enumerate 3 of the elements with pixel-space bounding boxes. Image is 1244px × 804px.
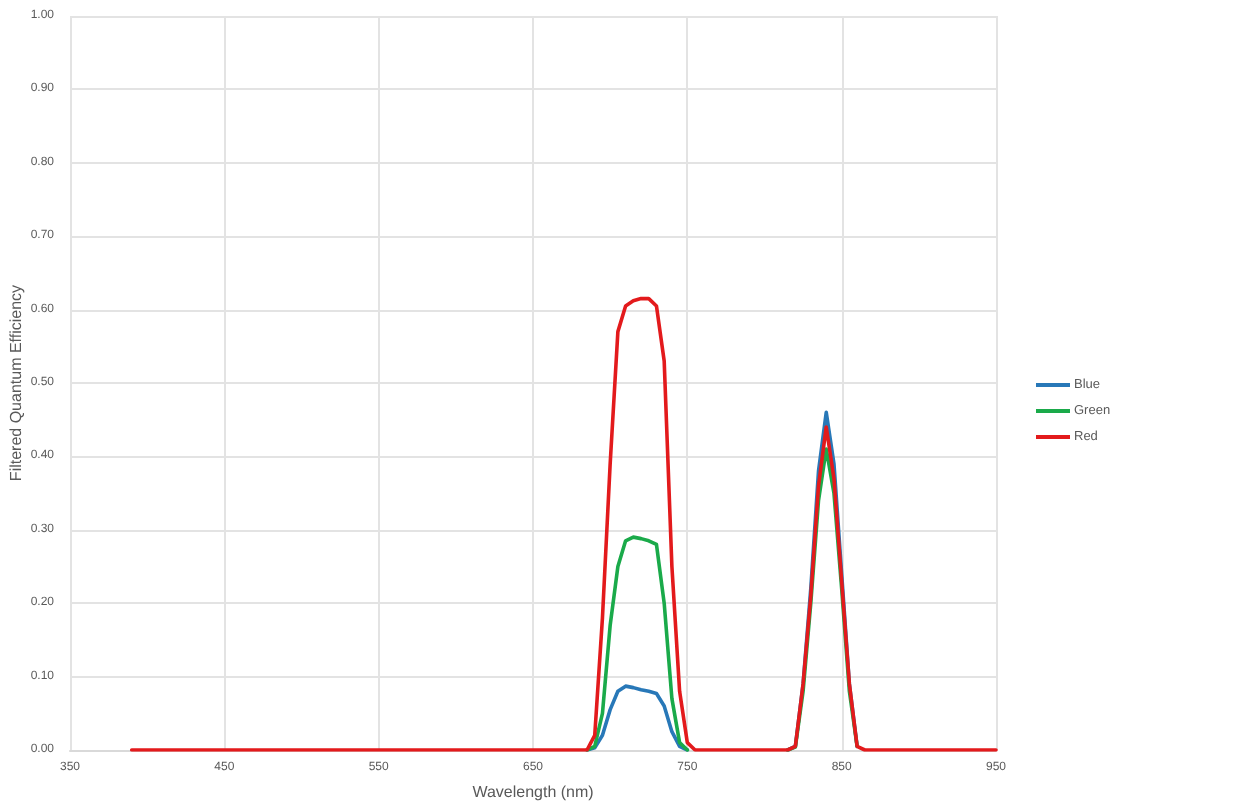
y-axis-title: Filtered Quantum Efficiency <box>7 284 25 482</box>
x-axis-title: Wavelength (nm) <box>472 783 595 801</box>
line-series <box>129 296 998 752</box>
